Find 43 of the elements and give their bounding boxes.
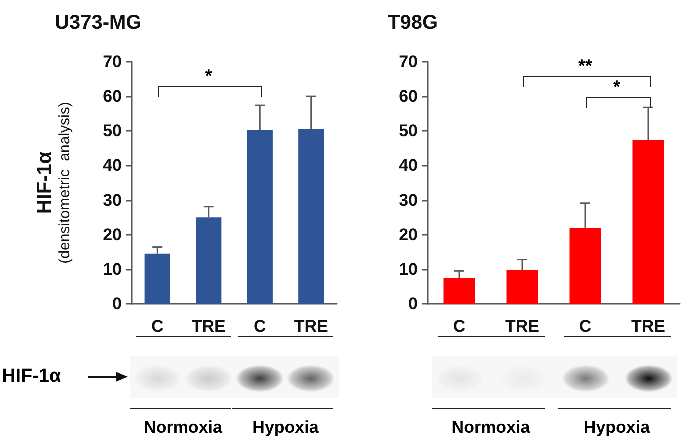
bar xyxy=(506,270,538,304)
y-tick-label: 20 xyxy=(103,225,122,244)
y-tick-label: 40 xyxy=(103,156,122,176)
y-axis-title: HIF-1α (densitometric analysis) xyxy=(34,102,74,264)
x-tick-label: TRE xyxy=(192,317,226,336)
annotation: * xyxy=(613,76,621,98)
y-tick-label: 60 xyxy=(399,87,418,106)
text: Normoxia xyxy=(452,418,530,438)
chart-title: T98G xyxy=(388,12,438,34)
y-tick-label: 10 xyxy=(399,260,418,279)
text: Normoxia xyxy=(144,418,222,438)
bar xyxy=(247,130,273,304)
y-tick-label: 20 xyxy=(399,225,418,244)
annotation: ** xyxy=(578,56,593,77)
x-tick-label: TRE xyxy=(632,317,666,336)
annotation: * xyxy=(205,66,212,88)
x-tick-label: C xyxy=(254,317,266,336)
bar xyxy=(144,254,170,304)
y-tick-label: 0 xyxy=(112,294,122,314)
x-tick-label: C xyxy=(453,317,466,336)
y-tick-label: 50 xyxy=(103,122,122,141)
y-tick-label: 70 xyxy=(103,52,122,72)
bar xyxy=(570,228,602,304)
y-tick-label: 60 xyxy=(103,87,122,106)
chart-title: U373-MG xyxy=(55,12,142,34)
y-tick-label: 40 xyxy=(399,156,418,176)
y-tick-label: 0 xyxy=(408,294,418,314)
x-tick-label: C xyxy=(151,317,164,336)
text: HIF-1α xyxy=(2,366,62,388)
y-tick-label: 30 xyxy=(103,190,122,210)
y-tick-label: 30 xyxy=(399,190,418,210)
x-tick-label: TRE xyxy=(506,317,540,336)
text: Hypoxia xyxy=(252,418,319,438)
text: Hypoxia xyxy=(584,418,650,438)
y-tick-label: 70 xyxy=(399,52,418,72)
bar xyxy=(444,278,476,304)
x-tick-label: TRE xyxy=(294,317,328,336)
bar xyxy=(298,129,324,304)
y-tick-label: 50 xyxy=(399,122,418,141)
bar xyxy=(632,140,664,304)
x-tick-label: C xyxy=(579,317,592,336)
y-tick-label: 10 xyxy=(103,260,122,279)
bar xyxy=(196,218,222,304)
